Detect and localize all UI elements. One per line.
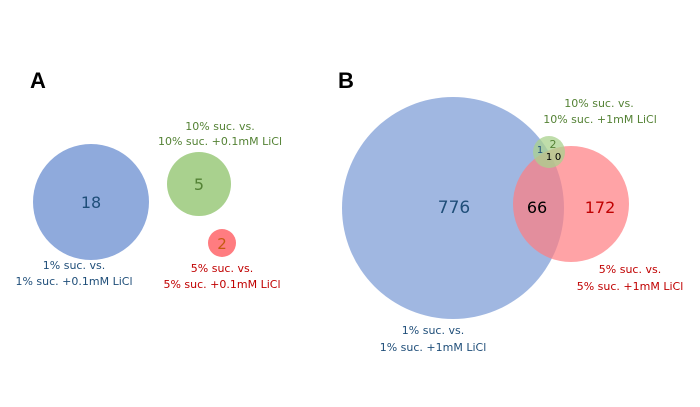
panel-b-blue-green-red-value: 1 <box>546 152 552 163</box>
panel-b-red-circle <box>513 146 629 262</box>
panel-b-red-caption-line2: 5% suc. +1mM LiCl <box>577 280 684 293</box>
panel-b-blue-caption-line2: 1% suc. +1mM LiCl <box>380 341 487 354</box>
panel-a-blue-caption-line2: 1% suc. +0.1mM LiCl <box>15 275 132 288</box>
panel-a-green-caption-line2: 10% suc. +0.1mM LiCl <box>158 135 282 148</box>
panel-a-green-value: 5 <box>194 175 204 194</box>
panel-a-label: A <box>30 68 46 93</box>
panel-a-blue-value: 18 <box>81 193 101 212</box>
panel-b-blue-circle <box>342 97 564 319</box>
panel-b-red-only-value: 172 <box>585 198 616 217</box>
panel-b-green-caption-line2: 10% suc. +1mM LiCl <box>543 113 657 126</box>
panel-b-green-red-value: 0 <box>555 152 561 163</box>
panel-b-label: B <box>338 68 354 93</box>
panel-b-green-only-value: 2 <box>550 138 557 151</box>
panel-b-blue-green-value: 1 <box>537 145 543 156</box>
panel-b-green-caption-line1: 10% suc. vs. <box>564 97 633 110</box>
panel-b-red-caption-line1: 5% suc. vs. <box>599 263 661 276</box>
panel-a-red-value: 2 <box>217 235 227 253</box>
panel-a-green-caption-line1: 10% suc. vs. <box>185 120 254 133</box>
panel-b-green-circle <box>533 136 565 168</box>
panel-b-blue-caption-line1: 1% suc. vs. <box>402 324 464 337</box>
panel-a-red-circle <box>208 229 236 257</box>
panel-b-blue-only-value: 776 <box>438 198 470 218</box>
panel-b-blue-red-value: 66 <box>527 198 547 217</box>
panel-a-red-caption-line2: 5% suc. +0.1mM LiCl <box>163 278 280 291</box>
panel-a-blue-caption-line1: 1% suc. vs. <box>43 259 105 272</box>
panel-a-red-caption-line1: 5% suc. vs. <box>191 262 253 275</box>
panel-a-blue-circle <box>33 144 149 260</box>
panel-a-green-circle <box>167 152 231 216</box>
